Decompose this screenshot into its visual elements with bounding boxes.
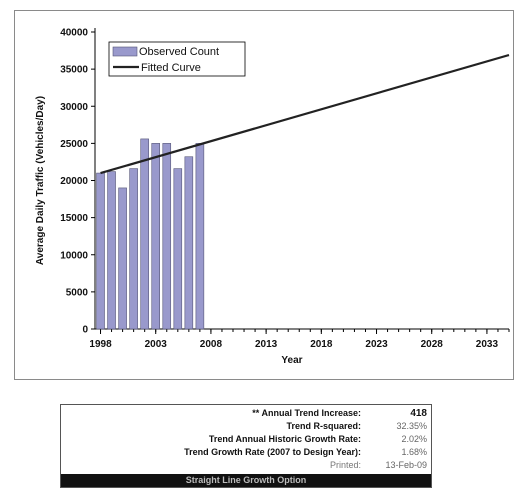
observed-count-bar [96,172,105,330]
stat-value: 32.35% [396,421,427,431]
stat-value: 13-Feb-09 [385,460,427,470]
stat-label: Printed: [329,460,361,470]
observed-count-bar [107,171,116,330]
y-tick-label: 20000 [60,176,88,187]
observed-count-bar [184,156,194,330]
fitted-curve-line [100,53,510,175]
x-tick-label: 2018 [310,339,333,350]
x-tick-label: 2003 [145,339,168,350]
observed-count-bar [195,143,205,330]
x-tick-label: 2033 [476,339,499,350]
chart-frame: 0 5000 10000 15000 20000 25000 30000 35000 40000… [14,10,514,380]
stat-value: 2.02% [401,434,427,444]
stat-label: ** Annual Trend Increase: [252,408,361,418]
stat-value: 1.68% [401,447,427,457]
observed-count-bar [129,168,138,330]
observed-count-bar [140,138,149,330]
stat-label: Trend Growth Rate (2007 to Design Year): [184,447,361,457]
x-tick-label: 2008 [200,339,223,350]
observed-count-bar [151,143,160,330]
observed-count-bar [173,168,183,330]
stat-value: 418 [410,408,427,419]
stat-label: Trend Annual Historic Growth Rate: [208,434,361,444]
stat-label: Trend R-squared: [286,421,361,431]
observed-count-bar [162,143,172,330]
stat-row-design-growth-rate: Trend Growth Rate (2007 to Design Year):… [61,446,431,459]
stat-row-printed: Printed: 13-Feb-09 [61,459,431,472]
observed-count-bar [118,187,127,330]
y-tick-label: 30000 [60,102,88,113]
x-tick-label: 1998 [89,339,112,350]
legend-observed-swatch [112,46,138,57]
y-axis-title: Average Daily Traffic (Vehicles/Day) [35,96,46,265]
y-tick-label: 5000 [66,287,89,298]
legend-fitted-label: Fitted Curve [141,62,201,74]
x-tick-label: 2023 [365,339,388,350]
y-tick-label: 40000 [60,28,88,39]
growth-option-banner: Straight Line Growth Option [61,474,431,487]
y-tick-label: 10000 [60,250,88,261]
stat-row-historic-growth-rate: Trend Annual Historic Growth Rate: 2.02% [61,433,431,446]
y-tick-label: 0 [82,325,88,336]
legend-observed-label: Observed Count [139,46,219,58]
y-tick-label: 25000 [60,139,88,150]
y-tick-label: 15000 [60,213,88,224]
stat-row-trend-r-squared: Trend R-squared: 32.35% [61,420,431,433]
y-tick-label: 35000 [60,65,88,76]
x-axis-title: Year [281,355,302,366]
traffic-chart: 0 5000 10000 15000 20000 25000 30000 35000 40000… [35,28,510,366]
x-tick-label: 2028 [421,339,444,350]
x-tick-label: 2013 [255,339,278,350]
stat-row-annual-trend-increase: ** Annual Trend Increase: 418 [61,407,431,420]
trend-statistics-box: ** Annual Trend Increase: 418 Trend R-sq… [60,404,432,488]
